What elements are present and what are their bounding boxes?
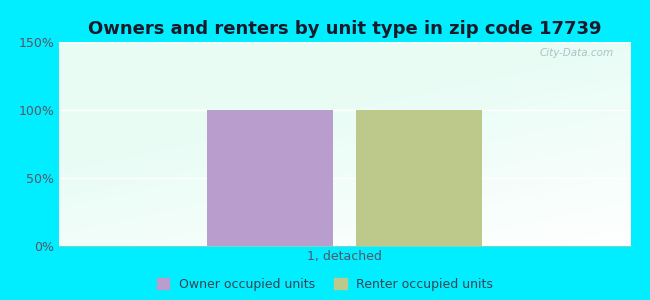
Bar (207, 110, 333, 246)
Legend: Owner occupied units, Renter occupied units: Owner occupied units, Renter occupied un… (157, 278, 493, 291)
Text: City-Data.com: City-Data.com (540, 48, 614, 58)
Title: Owners and renters by unit type in zip code 17739: Owners and renters by unit type in zip c… (88, 20, 601, 38)
Bar (356, 110, 482, 246)
